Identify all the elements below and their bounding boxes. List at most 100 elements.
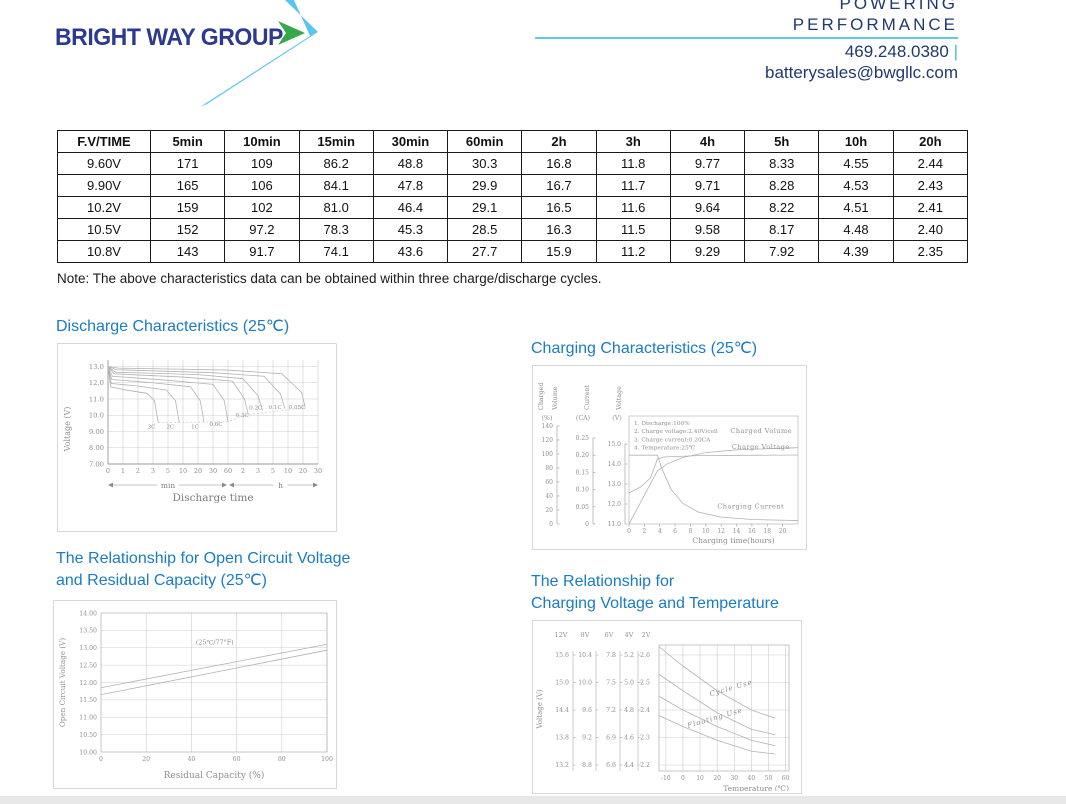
chevron-top-arm — [285, 0, 318, 36]
table-cell: 2.40 — [892, 218, 969, 241]
chart-note: 3. Charge current:0.20CA — [634, 437, 711, 443]
y-tick-label: 6.9 — [606, 735, 616, 742]
series-line — [107, 366, 249, 415]
y-tick-label: 15.6 — [555, 652, 569, 659]
ocv-chart: 14.00 13.50 13.00 12.50 12.00 11.50 11.00 10.50… — [53, 600, 337, 789]
table-cell: 7.92 — [744, 240, 820, 263]
series-line — [658, 715, 776, 755]
table-cell: 16.7 — [521, 174, 597, 197]
chevron-tail — [200, 32, 318, 107]
series-line — [107, 366, 306, 408]
table-cell: 2.43 — [892, 174, 969, 197]
y-tick-label: 10.00 — [79, 749, 97, 756]
table-cell: 29.1 — [447, 196, 523, 219]
table-cell: 159 — [149, 196, 226, 219]
y-tick-label: 7.00 — [89, 460, 104, 468]
label-bg — [157, 480, 179, 490]
table-cell: 46.4 — [372, 196, 449, 219]
y-tick-label: 100 — [542, 451, 554, 458]
table-cell: 8.17 — [744, 218, 820, 241]
table-cell: 11.6 — [595, 196, 671, 219]
x-tick-label: 40 — [187, 756, 195, 763]
dotted-guide — [158, 407, 307, 423]
y-tick-label: 7.2 — [606, 707, 616, 714]
charging-chart-title: Charging Characteristics (25℃) — [531, 340, 758, 357]
table-header-cell: 4h — [669, 130, 746, 153]
table-cell: 78.3 — [298, 218, 374, 241]
y-tick-label: 13.8 — [555, 735, 569, 742]
table-row: 10.5V 152 97.2 78.3 45.3 28.5 16.3 11.5 9.58 8.17… — [57, 218, 969, 241]
y-tick-label: 0.25 — [576, 435, 590, 442]
y-tick-label: 13.0 — [89, 363, 104, 371]
table-cell: 97.2 — [224, 218, 300, 241]
x-tick-label: 0 — [627, 528, 631, 535]
x-tick-label: 8 — [689, 528, 693, 535]
table-cell: 109 — [224, 152, 300, 175]
table-header-cell: 5min — [149, 130, 226, 153]
table-cell: 43.6 — [372, 240, 449, 263]
y-axis-label: Voltage (V) — [536, 689, 544, 729]
x-tick-label: 18 — [763, 528, 771, 535]
table-cell: 86.2 — [298, 152, 374, 175]
y-tick-label: 2.3 — [640, 735, 650, 742]
header-rule — [535, 37, 958, 39]
y-tick-label: 2.2 — [640, 762, 650, 769]
table-cell: 10.2V — [57, 196, 151, 219]
table-cell: 15.9 — [521, 240, 597, 263]
y-axis-label: Voltage (V) — [63, 407, 72, 453]
y-tick-label: 5.2 — [624, 652, 634, 659]
x-axis-label: Discharge time — [172, 492, 253, 504]
table-cell: 28.5 — [447, 218, 523, 241]
x-tick-label: 30 — [730, 775, 738, 782]
y-tick-label: 12.00 — [79, 680, 97, 687]
series-line — [658, 695, 776, 747]
arrowhead-right — [222, 482, 227, 488]
y-tick-label: 7.8 — [606, 652, 616, 659]
x-tick-label: 20 — [713, 775, 721, 782]
series-label: Charge Voltage — [732, 443, 790, 451]
charging-chart-svg: Charged Volume(%)140120100806040200Curren… — [538, 383, 799, 545]
table-cell: 2.44 — [892, 152, 969, 175]
x-tick-label: 5 — [271, 467, 275, 475]
y-tick-label: 20 — [545, 507, 553, 514]
series-line — [100, 643, 328, 689]
tagline-line1: POWERING — [839, 0, 958, 13]
x-unit-label: h — [278, 481, 283, 490]
y-tick-label: 11.0 — [89, 395, 104, 403]
y-tick-label: 40 — [545, 493, 553, 500]
y-tick-label: 11.50 — [79, 697, 97, 704]
phone-line: 469.248.0380 | — [528, 41, 958, 62]
table-cell: 11.2 — [595, 240, 671, 263]
x-tick-label: 10 — [284, 467, 292, 475]
table-header-cell: 20h — [892, 130, 969, 153]
phone-number[interactable]: 469.248.0380 — [844, 42, 949, 61]
table-header-cell: 10min — [224, 130, 300, 153]
scale-header: 4V — [625, 631, 634, 639]
table-header-cell: 30min — [372, 130, 449, 153]
table-header-cell: F.V/TIME — [57, 130, 151, 153]
series-label: 0.6C — [209, 422, 222, 428]
table-cell: 45.3 — [372, 218, 449, 241]
x-axis-label: Residual Capacity (%) — [164, 770, 265, 781]
series-label: 0.05C — [289, 405, 306, 411]
series-line — [107, 366, 286, 409]
x-tick-label: 60 — [224, 467, 232, 475]
x-tick-label: 2 — [136, 467, 140, 475]
axis-title: Voltage — [616, 386, 623, 411]
y-tick-label: 11.00 — [79, 715, 97, 722]
series-label: 2C — [166, 424, 174, 430]
email-address[interactable]: batterysales@bwgllc.com — [765, 63, 958, 82]
x-axis-label: Temperature (℃) — [723, 784, 789, 791]
x-axis-label: Charging time(hours) — [692, 536, 774, 545]
x-tick-label: 20 — [779, 528, 787, 535]
table-cell: 2.41 — [892, 196, 969, 219]
y-tick-label: 10.4 — [578, 652, 592, 659]
y-tick-label: 0 — [549, 521, 553, 528]
table-cell: 4.55 — [818, 152, 894, 175]
y-tick-label: 2.6 — [640, 652, 650, 659]
x-tick-label: 10 — [179, 467, 187, 475]
x-tick-label: 5 — [166, 467, 170, 475]
series-label: 3C — [148, 424, 156, 430]
axis-title: Charged — [538, 383, 545, 410]
x-tick-label: 4 — [658, 528, 662, 535]
